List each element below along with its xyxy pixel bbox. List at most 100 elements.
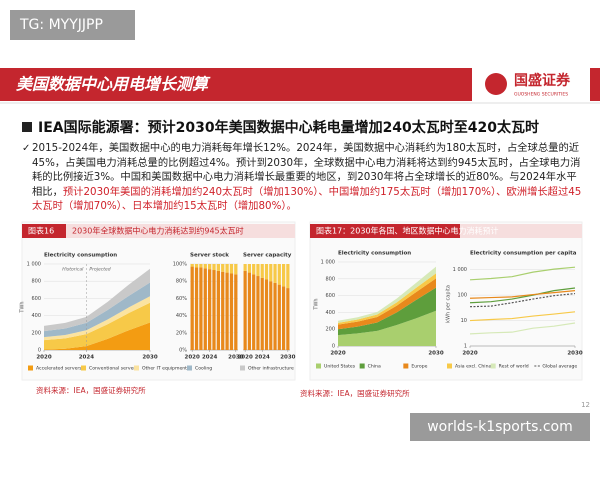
y-tick-label: 1 000 [27, 262, 41, 268]
chart-title: Electricity consumption per capita [470, 251, 577, 257]
legend-label: Other infrastructure [248, 366, 294, 372]
chart-title: Server capacity [243, 253, 292, 259]
y-tick-label: 0% [179, 348, 187, 354]
line [469, 290, 576, 299]
bar [256, 276, 260, 350]
line [469, 266, 576, 281]
bar [216, 264, 220, 271]
bar [256, 264, 260, 277]
y-tick-label: 1 000 [321, 260, 335, 266]
y-tick-label: 60% [176, 296, 187, 302]
legend-swatch [447, 363, 452, 369]
y-tick-label: 100 [457, 293, 467, 299]
area [44, 282, 150, 338]
legend-swatch [187, 365, 192, 371]
bar [260, 277, 264, 350]
line [469, 311, 576, 322]
bar [221, 271, 225, 350]
heading-square [22, 122, 32, 132]
x-tick-label: 2030 [280, 355, 295, 361]
bar [277, 264, 281, 285]
logo-sub: GUOSHENG SECURITIES [514, 92, 568, 98]
x-tick-label: 2024 [255, 355, 270, 361]
source: 资料来源：IEA，国盛证券研究所 [300, 388, 410, 398]
area [44, 268, 150, 332]
bar [229, 264, 234, 274]
legend-label: Rest of world [499, 364, 529, 370]
y-tick-label: 10 [461, 318, 467, 324]
watermark-box [10, 10, 135, 40]
y-tick-label: 200 [31, 330, 41, 336]
line [469, 287, 576, 304]
bar [190, 266, 194, 350]
panel [309, 221, 583, 381]
y-tick-label: 800 [325, 276, 335, 282]
x-tick-label: 2020 [237, 355, 252, 361]
bullet-highlight: 预计2030年美国的消耗增加约240太瓦时（增加130%）、中国增加约175太瓦… [32, 185, 582, 213]
logo-mark [485, 73, 507, 95]
bar [264, 264, 269, 280]
x-tick-label: 2020 [36, 355, 51, 361]
y-tick-label: 200 [325, 327, 335, 333]
legend-label: Europe [411, 364, 427, 370]
legend-label: Cooling [195, 366, 212, 372]
fig-title: 图表17：2030年各国、地区数据中心电力消耗预计 [316, 226, 499, 236]
page-number: 12 [581, 401, 590, 409]
bar [194, 267, 199, 350]
watermark: TG: MYYJJPP [19, 17, 103, 33]
area [44, 302, 150, 350]
legend-swatch [28, 365, 33, 371]
y-tick-label: 400 [325, 310, 335, 316]
y-tick-label: 1 [464, 344, 467, 350]
bar [252, 264, 256, 275]
x-tick-label: 2030 [567, 351, 582, 357]
y-tick-label: 600 [325, 293, 335, 299]
legend-swatch [134, 365, 139, 371]
x-tick-label: 2020 [185, 355, 200, 361]
chart-title: Server stock [190, 253, 229, 259]
x-tick-label: 2030 [228, 355, 243, 361]
bar [260, 264, 264, 278]
area [338, 287, 436, 336]
bullet-body: 2015-2024年，美国数据中心的电力消耗每年增长12%。2024年，美国数据… [32, 142, 581, 198]
area [338, 278, 436, 330]
heading: IEA国际能源署：预计2030年美国数据中心耗电量增加240太瓦时至420太瓦时 [38, 119, 539, 136]
legend-swatch [81, 365, 86, 371]
legend-label: United States [324, 364, 356, 370]
bar [281, 286, 286, 350]
bar [286, 264, 290, 289]
annotation: Historical [62, 267, 84, 273]
y-label: TWh [314, 298, 320, 310]
bullet-text: 2015-2024年，美国数据中心的电力消耗每年增长12%。2024年，美国数据… [32, 141, 582, 214]
y-tick-label: 20% [176, 330, 187, 336]
line [469, 322, 576, 335]
bar [269, 264, 273, 282]
bar [234, 264, 238, 275]
bar [225, 272, 229, 350]
bar [216, 270, 220, 350]
bar [273, 264, 277, 283]
bar [247, 264, 252, 273]
bar [225, 264, 229, 273]
y-tick-label: 100% [173, 262, 188, 268]
legend-swatch [359, 363, 365, 369]
bar [264, 279, 269, 350]
x-tick-label: 2020 [462, 351, 477, 357]
bar [229, 273, 234, 350]
y-label: kWh per capita [446, 285, 452, 323]
bar [208, 269, 212, 350]
bar [221, 264, 225, 272]
legend-label: Asia excl. China [455, 364, 491, 370]
y-tick-label: 1 000 [453, 267, 467, 273]
fig-label: 图表16 [28, 226, 54, 236]
legend-label: China [368, 364, 381, 370]
y-tick-label: 800 [31, 279, 41, 285]
annotation: Projected [89, 267, 110, 273]
bar [208, 264, 212, 270]
y-label: TWh [20, 301, 26, 313]
y-tick-label: 40% [176, 313, 187, 319]
bar [203, 268, 207, 350]
fig-label-box [22, 224, 66, 238]
bar [194, 264, 199, 268]
